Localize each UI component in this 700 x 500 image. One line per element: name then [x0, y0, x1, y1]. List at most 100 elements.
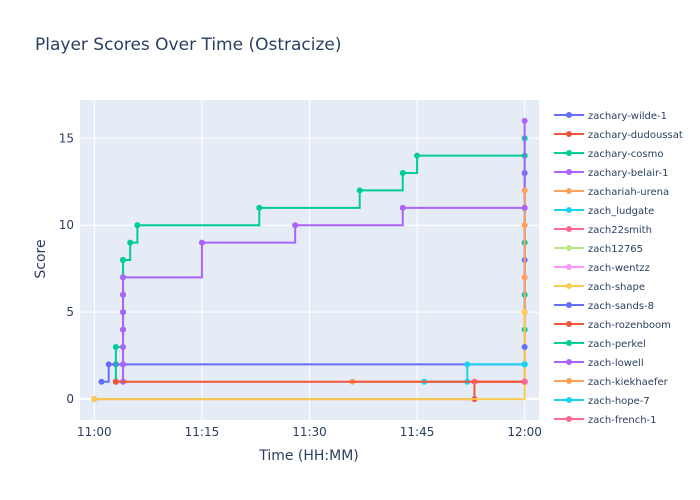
- data-point: [521, 222, 528, 229]
- legend-item[interactable]: zach-hope-7: [554, 396, 650, 407]
- x-tick-label: 11:00: [77, 425, 112, 439]
- data-point: [120, 343, 127, 350]
- legend-item[interactable]: zach-kiekhaefer: [554, 377, 669, 388]
- data-point: [198, 239, 205, 246]
- legend-item[interactable]: zach-wentzz: [554, 263, 650, 274]
- data-point: [521, 187, 528, 194]
- legend-item[interactable]: zach22smith: [554, 225, 652, 236]
- legend-swatch-marker: [566, 169, 572, 175]
- data-point: [521, 343, 528, 350]
- legend-label: zach-rozenboom: [588, 320, 671, 331]
- legend[interactable]: zachary-wilde-1 zachary-dudoussat zachary-…: [554, 111, 683, 426]
- series-zach-french-1: [521, 378, 528, 385]
- data-point: [356, 187, 363, 194]
- data-point: [105, 361, 112, 368]
- data-point: [256, 204, 263, 211]
- x-tick-label: 11:15: [185, 425, 220, 439]
- legend-item[interactable]: zach-french-1: [554, 415, 657, 426]
- legend-label: zach-lowell: [588, 358, 644, 369]
- legend-swatch-marker: [566, 112, 572, 118]
- legend-item[interactable]: zach-shape: [554, 282, 645, 293]
- series-line: [94, 312, 526, 401]
- series-zach-kiekhaefer: [521, 274, 528, 281]
- x-ticks: 11:00 11:15 11:30 11:45 12:00: [77, 425, 542, 439]
- legend-swatch-marker: [566, 378, 572, 384]
- legend-item[interactable]: zachary-cosmo: [554, 149, 664, 160]
- legend-label: zach-sands-8: [588, 301, 654, 312]
- legend-item[interactable]: zachary-wilde-1: [554, 111, 667, 122]
- legend-swatch-marker: [566, 226, 572, 232]
- x-tick-label: 12:00: [507, 425, 542, 439]
- x-axis-title: Time (HH:MM): [258, 448, 359, 464]
- chart-title: Player Scores Over Time (Ostracize): [35, 35, 342, 55]
- legend-item[interactable]: zach-perkel: [554, 339, 646, 350]
- series-zach-lowell: [521, 204, 528, 211]
- data-point: [120, 257, 127, 263]
- legend-item[interactable]: zach_ludgate: [554, 206, 654, 217]
- legend-label: zach-perkel: [588, 339, 646, 350]
- series-zach-shape: [91, 309, 528, 403]
- data-point: [91, 396, 98, 403]
- legend-label: zachary-cosmo: [588, 149, 664, 160]
- legend-label: zachariah-urena: [588, 187, 669, 198]
- data-point: [98, 378, 105, 385]
- data-point: [292, 222, 299, 229]
- x-tick-label: 11:30: [292, 425, 327, 439]
- data-point: [112, 343, 119, 350]
- legend-label: zach-wentzz: [588, 263, 650, 274]
- y-tick-label: 10: [59, 218, 74, 232]
- data-point: [127, 239, 134, 246]
- legend-label: zach22smith: [588, 225, 652, 236]
- y-tick-label: 15: [59, 131, 74, 145]
- data-point: [521, 204, 528, 211]
- legend-item[interactable]: zachary-belair-1: [554, 168, 668, 179]
- data-point: [521, 309, 528, 316]
- legend-label: zachary-wilde-1: [588, 111, 667, 122]
- legend-label: zach-hope-7: [588, 396, 650, 407]
- data-point: [521, 378, 528, 385]
- legend-label: zach-kiekhaefer: [588, 377, 669, 388]
- legend-label: zach_ludgate: [588, 206, 654, 217]
- data-point: [464, 361, 471, 368]
- data-point: [120, 274, 127, 281]
- legend-item[interactable]: zach12765: [554, 244, 643, 255]
- data-point: [120, 291, 127, 298]
- data-point: [521, 117, 528, 124]
- legend-swatch-marker: [566, 131, 572, 137]
- legend-swatch-marker: [566, 397, 572, 403]
- data-point: [521, 361, 528, 368]
- y-tick-label: 5: [66, 305, 74, 319]
- data-point: [120, 309, 127, 316]
- legend-swatch-marker: [566, 283, 572, 289]
- legend-swatch-marker: [566, 245, 572, 251]
- legend-swatch-marker: [566, 207, 572, 213]
- series-zachary-belair-1: [120, 117, 528, 385]
- legend-item[interactable]: zachary-dudoussat: [554, 130, 683, 141]
- data-point: [112, 378, 119, 385]
- series-zach-hope-7: [521, 361, 528, 368]
- legend-item[interactable]: zach-sands-8: [554, 301, 654, 312]
- legend-swatch-marker: [566, 321, 572, 327]
- data-point: [134, 222, 141, 229]
- legend-swatch-marker: [566, 188, 572, 194]
- y-axis-title: Score: [33, 239, 49, 278]
- legend-item[interactable]: zachariah-urena: [554, 187, 669, 198]
- data-point: [521, 274, 528, 281]
- legend-label: zach-french-1: [588, 415, 657, 426]
- data-point: [120, 361, 127, 368]
- data-point: [120, 326, 127, 333]
- y-ticks: 0 5 10 15: [59, 131, 74, 406]
- data-point: [399, 204, 406, 211]
- data-point: [399, 170, 406, 177]
- x-tick-label: 11:45: [400, 425, 435, 439]
- legend-label: zach12765: [588, 244, 643, 255]
- legend-label: zach-shape: [588, 282, 645, 293]
- legend-swatch-marker: [566, 264, 572, 270]
- legend-item[interactable]: zach-rozenboom: [554, 320, 671, 331]
- legend-item[interactable]: zach-lowell: [554, 358, 644, 369]
- legend-swatch-marker: [566, 359, 572, 365]
- data-point: [414, 152, 421, 159]
- legend-swatch-marker: [566, 302, 572, 308]
- legend-label: zachary-dudoussat: [588, 130, 683, 141]
